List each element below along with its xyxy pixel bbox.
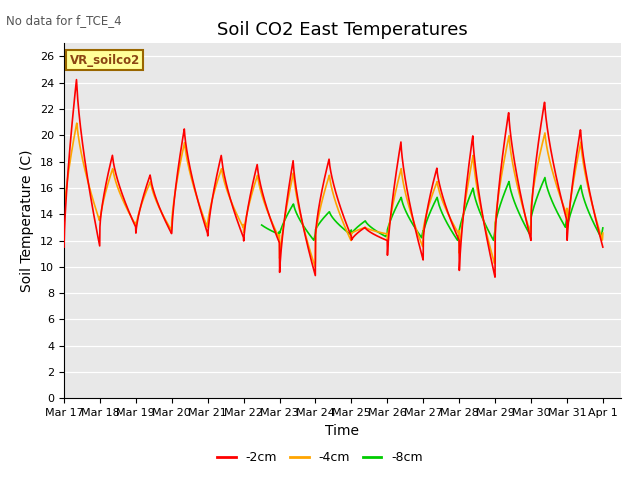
Y-axis label: Soil Temperature (C): Soil Temperature (C) [20,150,35,292]
Title: Soil CO2 East Temperatures: Soil CO2 East Temperatures [217,21,468,39]
Legend: -2cm, -4cm, -8cm: -2cm, -4cm, -8cm [212,446,428,469]
Text: No data for f_TCE_4: No data for f_TCE_4 [6,14,122,27]
X-axis label: Time: Time [325,424,360,438]
Text: VR_soilco2: VR_soilco2 [70,54,140,67]
